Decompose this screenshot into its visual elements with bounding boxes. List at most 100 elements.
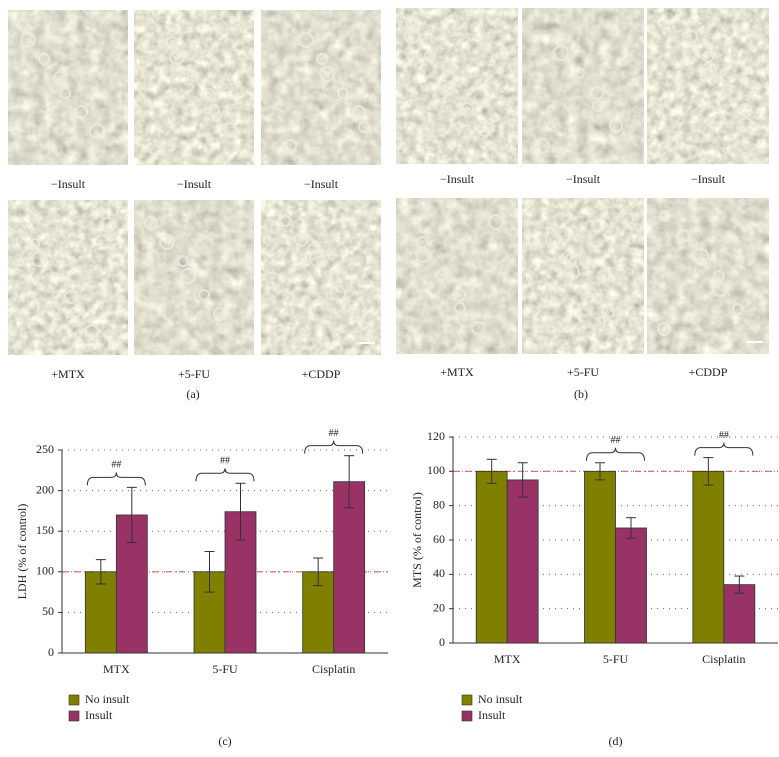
cell-body — [590, 86, 604, 100]
panel-label: (d) — [609, 734, 623, 748]
cell-body — [738, 103, 752, 117]
cell-body — [553, 45, 569, 61]
cell-body — [454, 302, 466, 314]
cell-body — [198, 289, 210, 301]
cell-body — [169, 49, 185, 65]
cell-body — [609, 119, 623, 133]
cell-body — [657, 322, 671, 336]
y-tick-label: 100 — [427, 463, 445, 477]
cell-body — [415, 247, 431, 263]
cell-body — [477, 121, 493, 137]
y-axis-label: LDH (% of control) — [15, 504, 29, 600]
cell-body — [28, 238, 40, 250]
significance-label: ## — [220, 456, 230, 467]
cell-body — [676, 229, 690, 243]
cell-body — [316, 53, 328, 65]
significance-label: ## — [611, 435, 621, 446]
significance-label: ## — [111, 460, 121, 471]
cell-body — [443, 83, 455, 95]
cell-body — [424, 50, 436, 62]
legend-swatch — [461, 710, 473, 722]
cell-body — [713, 270, 725, 282]
cell-body — [177, 255, 189, 267]
cell-body — [309, 251, 325, 267]
cell-body — [187, 70, 199, 82]
cell-body — [337, 87, 349, 99]
cell-body — [213, 307, 227, 321]
cell-body — [148, 140, 164, 156]
cell-body — [59, 87, 71, 99]
significance-brace — [195, 468, 255, 482]
y-tick-label: 200 — [36, 482, 54, 496]
cell-body — [565, 253, 577, 265]
legend-swatch — [461, 694, 473, 706]
y-tick-label: 0 — [439, 635, 445, 649]
cell-body — [180, 268, 196, 284]
cell-body — [732, 303, 744, 315]
y-tick-label: 80 — [433, 497, 445, 511]
y-axis-label: MTS (% of control) — [410, 492, 424, 588]
micrograph — [261, 200, 381, 355]
x-tick-label: Cisplatin — [702, 652, 745, 666]
cell-body — [584, 286, 596, 298]
cell-body — [49, 272, 61, 284]
micrograph — [647, 8, 769, 164]
x-tick-label: 5-FU — [212, 662, 238, 676]
cell-body — [64, 290, 78, 304]
legend-label: Insult — [478, 708, 506, 722]
micrograph — [522, 8, 644, 164]
cell-body — [471, 321, 485, 335]
panel-label: (c) — [218, 734, 231, 748]
micrograph — [8, 200, 128, 355]
cell-body — [144, 216, 158, 230]
cell-body — [319, 66, 335, 82]
significance-label: ## — [329, 428, 339, 439]
cell-body — [273, 324, 287, 338]
micrograph — [261, 10, 381, 165]
y-tick-label: 0 — [48, 645, 54, 659]
cell-body — [294, 233, 308, 247]
cell-body — [352, 105, 366, 119]
bar — [475, 470, 508, 644]
cell-body — [620, 212, 634, 226]
cell-body — [554, 34, 566, 46]
y-tick-label: 250 — [36, 442, 54, 456]
micrograph — [522, 198, 644, 354]
micrograph — [134, 10, 254, 165]
bar — [584, 470, 616, 644]
cell-body — [327, 272, 339, 284]
micrograph — [396, 8, 518, 164]
cell-body — [17, 19, 29, 31]
x-tick-label: Cisplatin — [312, 662, 355, 676]
y-tick-label: 100 — [36, 564, 54, 578]
y-tick-label: 150 — [36, 523, 54, 537]
panel-label: (a) — [186, 387, 199, 401]
cell-body — [721, 84, 733, 96]
cell-body — [564, 264, 580, 280]
bar — [615, 527, 647, 644]
cell-body — [702, 51, 714, 63]
significance-brace — [694, 442, 754, 456]
cell-body — [223, 122, 237, 136]
y-tick-label: 50 — [42, 604, 54, 618]
cell-body — [701, 62, 717, 78]
cell-body — [358, 121, 370, 133]
image-caption: +5-FU — [567, 365, 599, 379]
micrograph — [8, 10, 128, 165]
cell-body — [31, 251, 47, 267]
cell-body — [159, 234, 175, 250]
cell-body — [38, 53, 50, 65]
image-caption: +MTX — [440, 365, 474, 379]
cell-body — [573, 67, 585, 79]
bar — [692, 470, 725, 644]
cell-body — [208, 104, 220, 116]
micrograph — [396, 198, 518, 354]
cell-body — [166, 36, 178, 48]
legend-swatch — [68, 710, 80, 722]
significance-brace — [304, 440, 364, 454]
legend-label: Insult — [85, 708, 113, 722]
cell-body — [53, 71, 67, 85]
cell-body — [693, 248, 709, 264]
image-caption: −Insult — [691, 172, 726, 186]
